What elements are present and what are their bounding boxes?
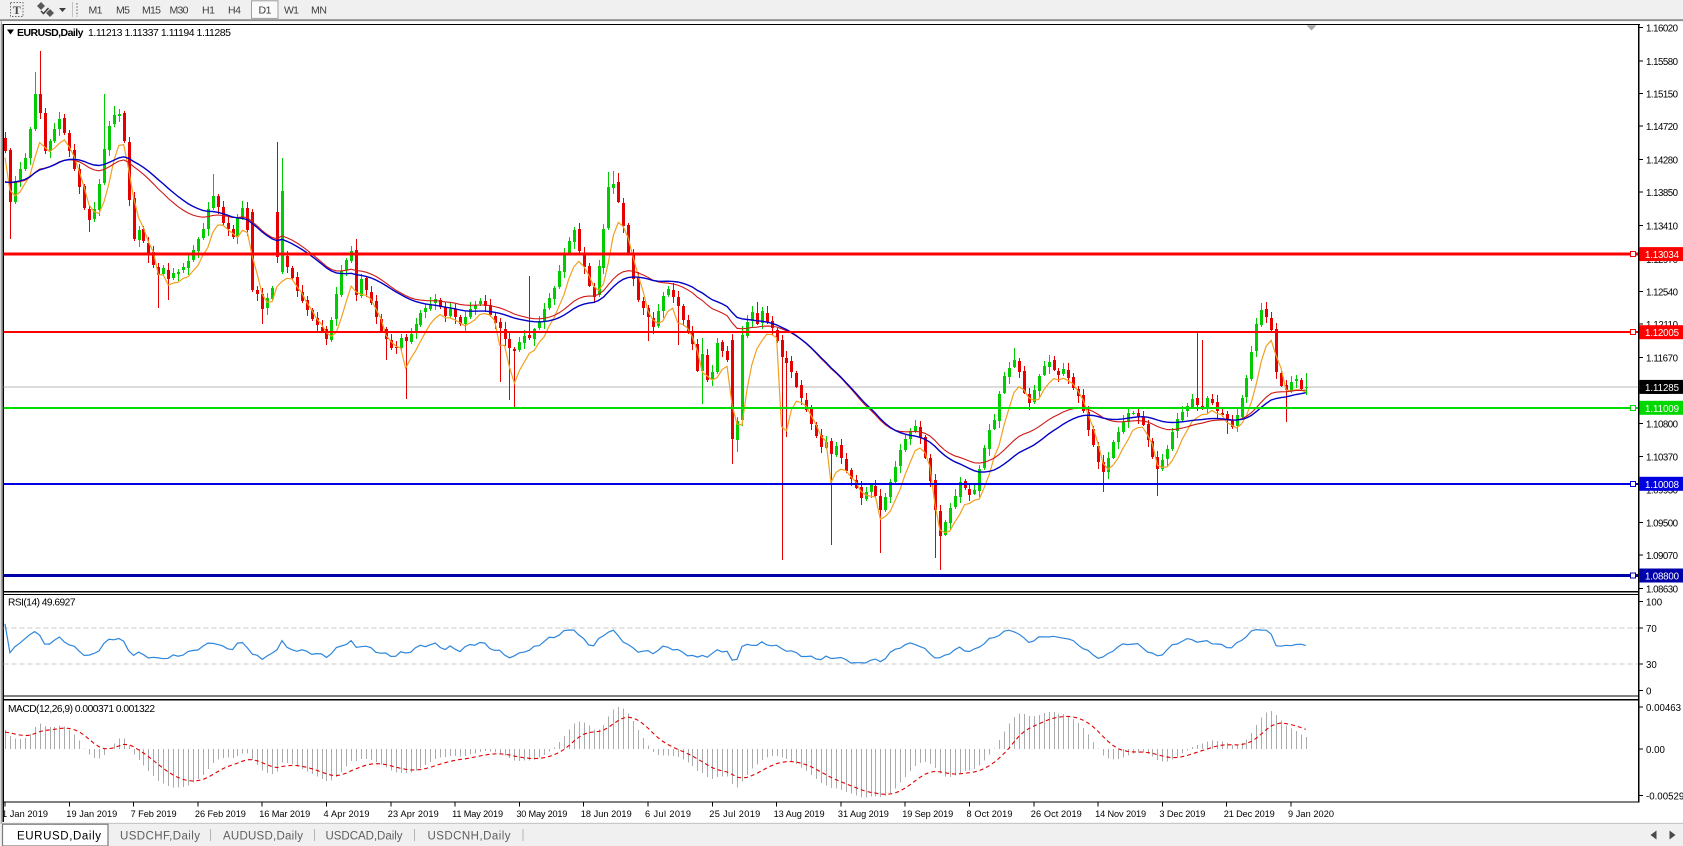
svg-text:21 Dec 2019: 21 Dec 2019 (1224, 809, 1275, 819)
svg-text:16 Mar 2019: 16 Mar 2019 (259, 809, 310, 819)
svg-text:1.11285: 1.11285 (1645, 383, 1679, 394)
svg-text:1.11670: 1.11670 (1646, 354, 1679, 365)
svg-text:USDCAD,Daily: USDCAD,Daily (326, 831, 403, 843)
svg-text:-0.005299: -0.005299 (1646, 792, 1683, 803)
svg-text:1.13850: 1.13850 (1646, 188, 1679, 199)
svg-text:23 Apr 2019: 23 Apr 2019 (388, 809, 439, 819)
svg-text:0.00: 0.00 (1646, 745, 1665, 756)
svg-text:1.13410: 1.13410 (1646, 222, 1679, 233)
svg-text:1.08630: 1.08630 (1646, 584, 1679, 595)
svg-text:25 Jul 2019: 25 Jul 2019 (709, 809, 760, 819)
svg-text:0: 0 (1646, 687, 1652, 698)
svg-text:100: 100 (1646, 598, 1663, 609)
svg-text:W1: W1 (284, 5, 299, 17)
svg-text:M1: M1 (89, 5, 103, 17)
svg-text:1.10800: 1.10800 (1646, 420, 1679, 431)
svg-text:1.12540: 1.12540 (1646, 288, 1679, 299)
svg-text:30 May 2019: 30 May 2019 (516, 809, 567, 819)
svg-text:31 Aug 2019: 31 Aug 2019 (838, 809, 889, 819)
svg-text:26 Oct 2019: 26 Oct 2019 (1031, 809, 1082, 819)
svg-text:11 May 2019: 11 May 2019 (452, 809, 503, 819)
svg-text:1.12005: 1.12005 (1645, 328, 1679, 339)
svg-text:D1: D1 (259, 5, 272, 17)
svg-text:MACD(12,26,9) 0.000371 0.00132: MACD(12,26,9) 0.000371 0.001322 (8, 704, 155, 715)
svg-text:14 Nov 2019: 14 Nov 2019 (1095, 809, 1146, 819)
svg-text:30: 30 (1646, 660, 1657, 671)
svg-text:EURUSD,Daily: EURUSD,Daily (17, 831, 101, 843)
svg-text:M30: M30 (170, 5, 189, 17)
svg-text:19 Sep 2019: 19 Sep 2019 (902, 809, 953, 819)
svg-text:1.08800: 1.08800 (1645, 572, 1680, 583)
svg-text:4 Apr 2019: 4 Apr 2019 (324, 809, 370, 819)
svg-text:1 Jan 2019: 1 Jan 2019 (2, 809, 48, 819)
svg-text:1.11213 1.11337 1.11194 1.1128: 1.11213 1.11337 1.11194 1.11285 (88, 27, 231, 39)
svg-text:70: 70 (1646, 624, 1657, 635)
svg-text:1.09500: 1.09500 (1646, 518, 1679, 529)
svg-text:USDCHF,Daily: USDCHF,Daily (120, 831, 200, 843)
svg-text:M15: M15 (142, 5, 161, 17)
svg-text:1.11009: 1.11009 (1645, 404, 1679, 415)
svg-text:1.09930: 1.09930 (1646, 486, 1679, 497)
svg-text:1.09070: 1.09070 (1646, 551, 1679, 562)
svg-text:9 Jan 2020: 9 Jan 2020 (1288, 809, 1334, 819)
svg-text:13 Aug 2019: 13 Aug 2019 (774, 809, 825, 819)
svg-text:1.15150: 1.15150 (1646, 89, 1679, 100)
svg-text:MN: MN (311, 5, 327, 17)
svg-text:USDCNH,Daily: USDCNH,Daily (428, 831, 511, 843)
svg-text:8 Oct 2019: 8 Oct 2019 (967, 809, 1013, 819)
svg-text:3 Dec 2019: 3 Dec 2019 (1159, 809, 1205, 819)
svg-text:1.14280: 1.14280 (1646, 156, 1679, 167)
svg-text:1.14720: 1.14720 (1646, 122, 1679, 133)
svg-text:1.13034: 1.13034 (1645, 250, 1680, 261)
svg-text:T: T (13, 3, 21, 17)
svg-text:1.15580: 1.15580 (1646, 57, 1679, 68)
svg-text:H1: H1 (202, 5, 215, 17)
svg-text:RSI(14) 49.6927: RSI(14) 49.6927 (8, 598, 76, 609)
svg-text:7 Feb 2019: 7 Feb 2019 (131, 809, 177, 819)
svg-text:AUDUSD,Daily: AUDUSD,Daily (223, 831, 303, 843)
svg-text:M5: M5 (116, 5, 130, 17)
svg-text:26 Feb 2019: 26 Feb 2019 (195, 809, 246, 819)
svg-text:EURUSD,Daily: EURUSD,Daily (17, 27, 84, 39)
svg-text:1.16020: 1.16020 (1646, 23, 1679, 34)
svg-text:19 Jan 2019: 19 Jan 2019 (66, 809, 117, 819)
svg-text:H4: H4 (228, 5, 241, 17)
svg-text:6 Jul 2019: 6 Jul 2019 (645, 809, 691, 819)
svg-text:0.00463: 0.00463 (1646, 703, 1681, 714)
svg-text:1.10008: 1.10008 (1645, 480, 1679, 491)
svg-text:1.10370: 1.10370 (1646, 452, 1679, 463)
svg-text:18 Jun 2019: 18 Jun 2019 (581, 809, 632, 819)
